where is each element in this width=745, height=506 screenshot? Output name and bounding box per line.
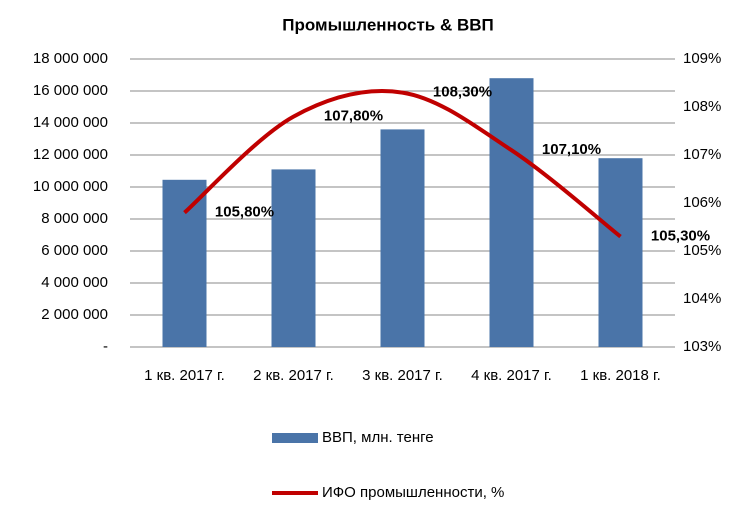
legend-label: ИФО промышленности, % bbox=[322, 484, 504, 501]
y-tick-label: 4 000 000 bbox=[41, 274, 108, 291]
legend-label: ВВП, млн. тенге bbox=[322, 429, 434, 446]
chart-title: Промышленность & ВВП bbox=[282, 15, 493, 34]
y-tick-label: 18 000 000 bbox=[33, 50, 108, 67]
legend-swatch bbox=[272, 433, 318, 443]
y-tick-label: 16 000 000 bbox=[33, 82, 108, 99]
y-tick-label: 10 000 000 bbox=[33, 178, 108, 195]
y2-tick-label: 106% bbox=[683, 194, 721, 211]
line bbox=[183, 89, 622, 239]
y2-tick-label: 108% bbox=[683, 98, 721, 115]
bar bbox=[380, 129, 425, 347]
data-label: 108,30% bbox=[433, 84, 492, 101]
y-tick-label: 12 000 000 bbox=[33, 146, 108, 163]
x-tick-label: 3 кв. 2017 г. bbox=[362, 367, 443, 384]
bar bbox=[162, 179, 207, 347]
data-label: 107,10% bbox=[542, 141, 601, 158]
x-tick-label: 2 кв. 2017 г. bbox=[253, 367, 334, 384]
y-tick-label: 2 000 000 bbox=[41, 306, 108, 323]
y2-tick-label: 105% bbox=[683, 242, 721, 259]
x-tick-label: 4 кв. 2017 г. bbox=[471, 367, 552, 384]
data-label: 105,80% bbox=[215, 204, 274, 221]
data-label: 107,80% bbox=[324, 108, 383, 125]
y2-tick-label: 107% bbox=[683, 146, 721, 163]
y-tick-label: 8 000 000 bbox=[41, 210, 108, 227]
y2-tick-label: 104% bbox=[683, 290, 721, 307]
data-label: 105,30% bbox=[651, 228, 710, 245]
x-tick-label: 1 кв. 2018 г. bbox=[580, 367, 661, 384]
x-tick-label: 1 кв. 2017 г. bbox=[144, 367, 225, 384]
bar bbox=[271, 169, 316, 347]
y-tick-label: 6 000 000 bbox=[41, 242, 108, 259]
y2-tick-label: 109% bbox=[683, 50, 721, 67]
y-tick-label: - bbox=[103, 338, 108, 355]
y-tick-label: 14 000 000 bbox=[33, 114, 108, 131]
bar bbox=[489, 78, 534, 347]
bar bbox=[598, 158, 643, 347]
y2-tick-label: 103% bbox=[683, 338, 721, 355]
